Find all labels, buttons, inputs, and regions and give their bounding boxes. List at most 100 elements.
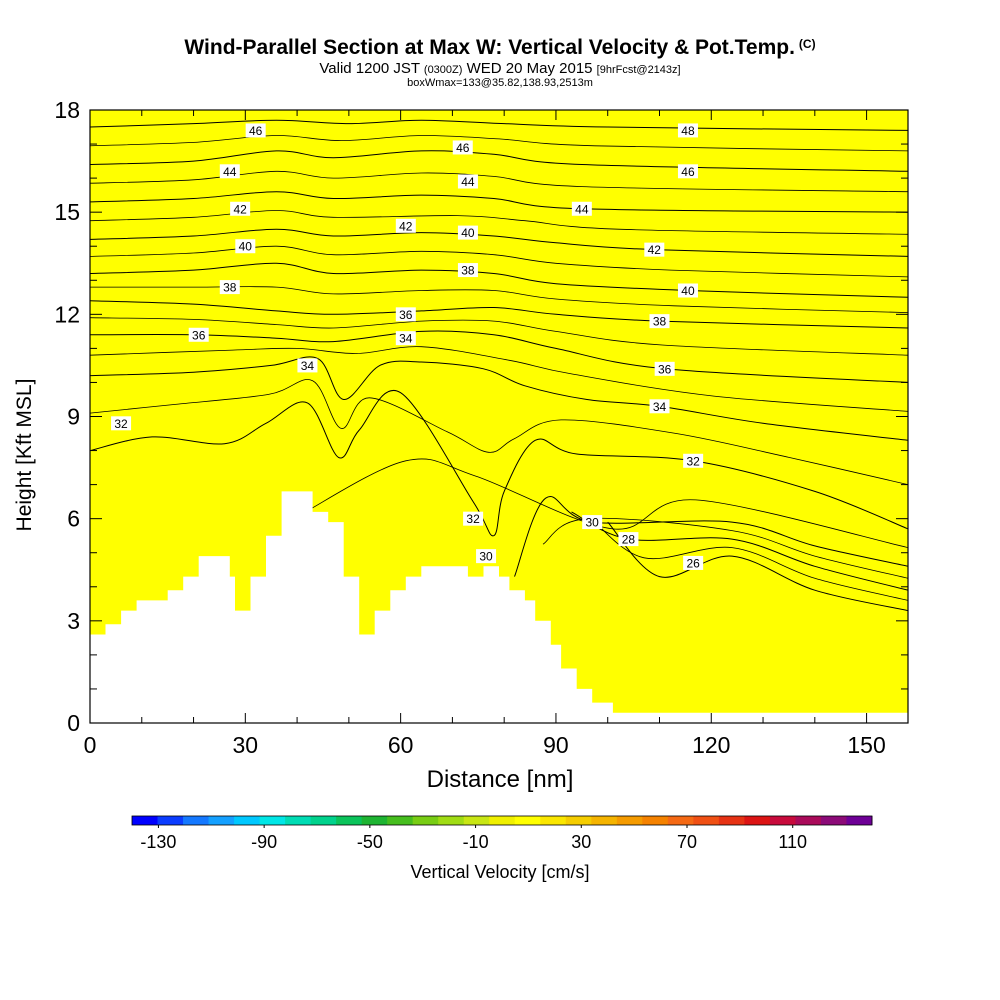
colorbar-swatch (285, 816, 312, 825)
colorbar-tick-label: -50 (357, 832, 383, 852)
terrain (90, 491, 908, 723)
y-tick-label: 9 (67, 404, 80, 430)
colorbar-swatch (489, 816, 516, 825)
colorbar-swatch (591, 816, 618, 825)
contour-label-text: 38 (461, 264, 475, 278)
colorbar-swatch (438, 816, 465, 825)
contour-label-bg (649, 399, 670, 414)
contour-label-bg (457, 263, 478, 278)
colorbar-swatch (693, 816, 720, 825)
x-tick-label: 30 (233, 732, 259, 758)
contour-label: 38 (219, 280, 240, 295)
contour-label-bg (245, 123, 266, 138)
contour-label-text: 32 (686, 454, 700, 468)
contour-label: 46 (452, 140, 473, 155)
contour-label-text: 42 (648, 243, 662, 257)
colorbar: -130 -90 -50 -10 30 70 110 (131, 815, 873, 852)
theta-contour-minor (589, 516, 908, 601)
contour-label: 34 (649, 399, 670, 414)
contour-label: 46 (245, 123, 266, 138)
contour-label: 42 (230, 201, 251, 216)
contour-label-bg (654, 361, 675, 376)
contour-label-bg (457, 225, 478, 240)
contour-label-text: 40 (239, 240, 253, 254)
contour-label-text: 48 (681, 124, 695, 138)
valid-utc: (0300Z) (423, 64, 463, 76)
colorbar-swatch (820, 816, 847, 825)
colorbar-label: Vertical Velocity [cm/s] (410, 862, 590, 882)
colorbar-tick-label: -90 (251, 832, 277, 852)
colorbar-swatch (259, 816, 286, 825)
contour-label-bg (644, 242, 665, 257)
contour-label-text: 30 (586, 516, 600, 530)
axis-ticks (89, 109, 908, 724)
contour-label-bg (235, 239, 256, 254)
y-tick-label: 3 (67, 608, 80, 634)
contour-label: 30 (476, 549, 497, 564)
colorbar-swatch (463, 816, 490, 825)
contour-label-bg (649, 314, 670, 329)
colorbar-swatch (744, 816, 771, 825)
contour-label: 30 (582, 515, 603, 530)
contour-label-text: 32 (114, 417, 128, 431)
contour-label-bg (452, 140, 473, 155)
colorbar-swatch (642, 816, 669, 825)
colorbar-tick-label: -10 (463, 832, 489, 852)
contour-label: 28 (618, 532, 639, 547)
y-tick-label: 18 (54, 97, 80, 123)
contour-label-bg (188, 327, 209, 342)
contour-label: 40 (235, 239, 256, 254)
contour-label: 32 (463, 511, 484, 526)
contour-label: 36 (395, 307, 416, 322)
theta-contour-line (514, 496, 908, 577)
colorbar-swatch (361, 816, 388, 825)
contour-label-text: 36 (399, 308, 413, 322)
contour-label-bg (677, 283, 698, 298)
chart-title-text: Wind-Parallel Section at Max W: Vertical… (184, 36, 795, 59)
contour-label: 40 (677, 283, 698, 298)
colorbar-swatch (183, 816, 210, 825)
contour-label-bg (463, 511, 484, 526)
contour-label-text: 44 (223, 165, 237, 179)
contour-label: 38 (457, 263, 478, 278)
contour-label-text: 44 (461, 175, 475, 189)
x-tick-label: 150 (847, 732, 885, 758)
contour-label-text: 40 (681, 284, 695, 298)
theta-contour-minor (542, 517, 908, 579)
contour-label: 48 (677, 123, 698, 138)
colorbar-swatch (310, 816, 337, 825)
theta-contour-minor (90, 170, 908, 193)
contour-label-bg (395, 307, 416, 322)
contour-label-bg (683, 453, 704, 468)
contour-label-bg (618, 532, 639, 547)
theta-contour-minor (90, 317, 908, 356)
contour-label-bg (219, 164, 240, 179)
contour-label-text: 36 (658, 362, 672, 376)
contour-label-text: 34 (399, 332, 413, 346)
contour-label-bg (571, 201, 592, 216)
x-tick-label: 120 (692, 732, 730, 758)
contour-label-bg (395, 218, 416, 233)
contour-label-bg (476, 549, 497, 564)
y-tick-label: 15 (54, 199, 80, 225)
contour-label-text: 46 (249, 124, 263, 138)
colorbar-tick-label: 110 (778, 832, 807, 852)
contour-label: 38 (649, 314, 670, 329)
colorbar-swatch (234, 816, 261, 825)
contour-label: 42 (395, 218, 416, 233)
contour-label-bg (683, 555, 704, 570)
contour-label-text: 36 (192, 328, 206, 342)
contour-label-bg (297, 358, 318, 373)
theta-contour-minor (90, 210, 908, 235)
colorbar-swatch (795, 816, 822, 825)
colorbar-tick-label: -130 (140, 832, 176, 852)
contour-label-text: 28 (622, 533, 636, 547)
contour-label-text: 34 (301, 359, 315, 373)
y-tick-label: 0 (67, 710, 80, 736)
colorbar-tick-label: 30 (571, 832, 591, 852)
x-axis-label: Distance [nm] (426, 766, 574, 793)
contour-label: 44 (571, 201, 592, 216)
colorbar-swatch (667, 816, 694, 825)
contour-label: 34 (297, 358, 318, 373)
